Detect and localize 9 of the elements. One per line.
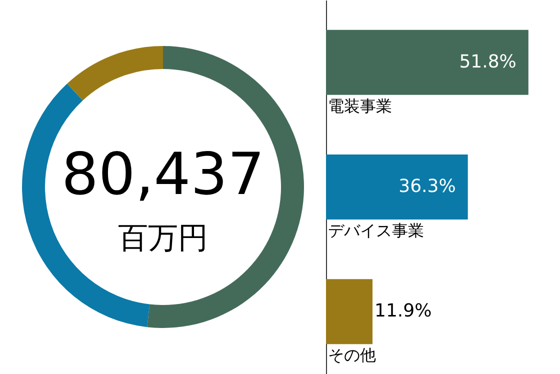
y-tick-label: デバイス事業 [328,221,424,240]
data-label: 11.9% [374,300,432,322]
data-label: 51.8% [459,51,516,72]
text: 80,437 [62,140,264,208]
y-tick-label: 電装事業 [328,96,392,116]
donut-slice [67,46,163,100]
y-tick-label: その他 [328,346,376,365]
text: 百万円 [118,221,208,256]
data-label: 36.3% [398,176,456,197]
